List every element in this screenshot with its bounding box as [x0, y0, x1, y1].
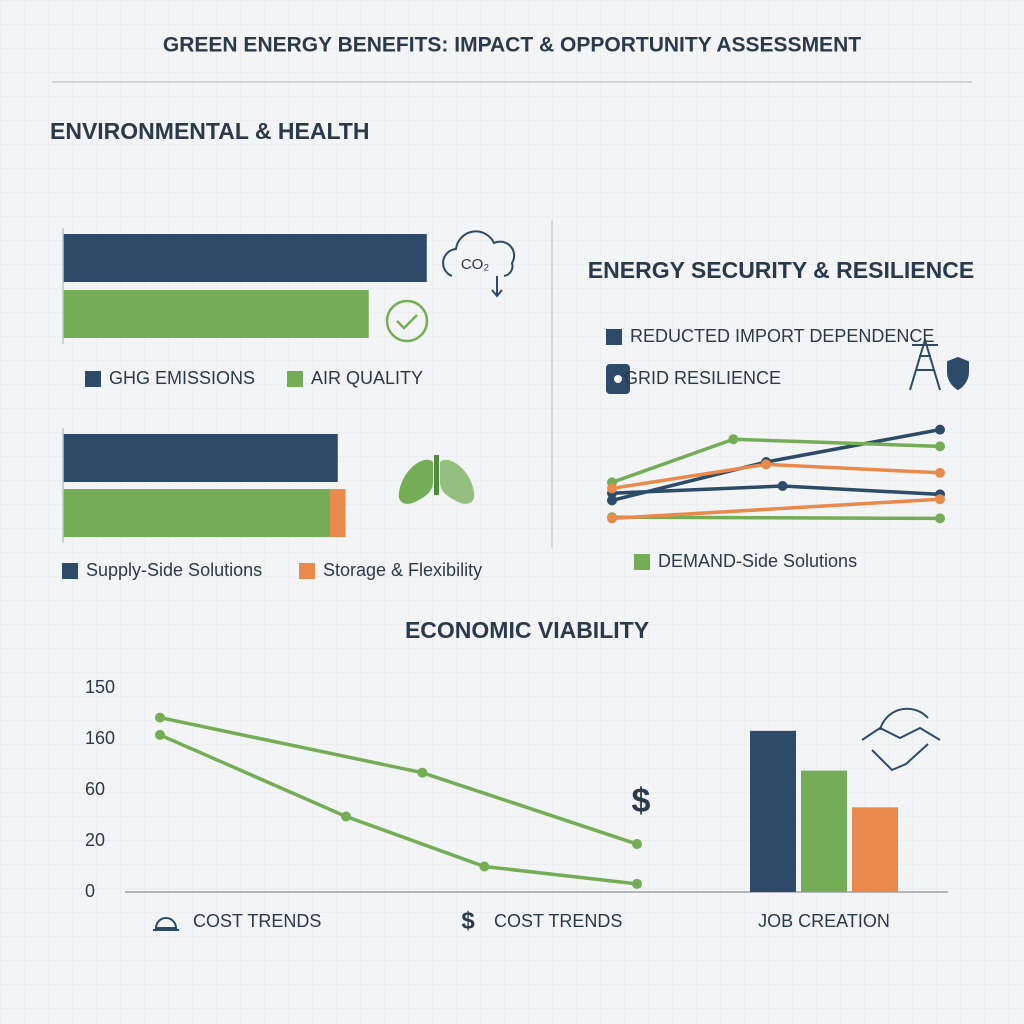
y-tick-label: 160 — [85, 728, 115, 748]
point — [632, 839, 642, 850]
legend-swatch — [634, 554, 650, 570]
legend-label: GRID RESILIENCE — [624, 368, 781, 388]
handshake-icon — [861, 707, 941, 772]
point — [935, 424, 945, 435]
legend-swatch — [62, 563, 78, 579]
x-axis-label: COST TRENDS — [193, 911, 321, 931]
dollar-annotation: $ — [461, 907, 475, 934]
point — [607, 483, 617, 494]
legend-label: Storage & Flexibility — [323, 560, 482, 580]
icon-label: CO₂ — [461, 256, 490, 273]
y-tick-label: 20 — [85, 830, 105, 850]
point — [341, 811, 352, 822]
line — [159, 733, 638, 886]
bar — [63, 489, 331, 537]
legend-swatch — [606, 329, 622, 345]
point — [607, 513, 617, 524]
legend-label: REDUCTED IMPORT DEPENDENCE — [630, 326, 934, 346]
page-title: GREEN ENERGY BENEFITS: IMPACT & OPPORTUN… — [163, 34, 861, 57]
legend-swatch — [287, 371, 303, 387]
point — [935, 494, 945, 505]
point — [935, 441, 945, 452]
point — [607, 495, 617, 506]
section-title: ECONOMIC VIABILITY — [405, 617, 649, 643]
x-axis-label: COST TRENDS — [494, 911, 622, 931]
point — [417, 767, 428, 778]
bar — [63, 434, 338, 482]
line — [611, 497, 941, 521]
bar — [852, 807, 898, 892]
y-tick-label: 0 — [85, 881, 95, 901]
bar — [63, 234, 427, 282]
legend-swatch — [85, 371, 101, 387]
bar — [750, 730, 796, 892]
y-tick-label: 60 — [85, 779, 105, 799]
point — [155, 729, 165, 740]
point — [479, 861, 490, 872]
point — [935, 513, 945, 524]
legend-label: DEMAND-Side Solutions — [658, 551, 857, 571]
legend-label: Supply-Side Solutions — [86, 560, 262, 580]
tower-shield-icon — [909, 336, 969, 391]
point — [761, 459, 772, 470]
barrel-icon — [606, 364, 630, 394]
bar — [63, 290, 369, 338]
bar — [330, 489, 346, 537]
y-tick-label: 150 — [85, 677, 115, 697]
x-axis-label: JOB CREATION — [758, 911, 890, 931]
section-title: ENVIRONMENTAL & HEALTH — [50, 118, 369, 144]
dollar-annotation: $ — [632, 782, 651, 820]
point — [777, 481, 788, 491]
point — [728, 434, 739, 445]
bar — [801, 770, 847, 892]
section-title: ENERGY SECURITY & RESILIENCE — [588, 257, 974, 283]
legend-swatch — [299, 563, 315, 579]
legend-label: AIR QUALITY — [311, 368, 423, 388]
legend-label: GHG EMISSIONS — [109, 368, 255, 388]
line — [611, 515, 941, 521]
check-icon — [385, 299, 429, 343]
hardhat-icon — [153, 917, 179, 931]
point — [632, 878, 642, 889]
point — [935, 467, 945, 478]
co2-cloud-icon — [442, 230, 516, 298]
point — [155, 712, 165, 723]
lungs-icon — [398, 455, 475, 504]
